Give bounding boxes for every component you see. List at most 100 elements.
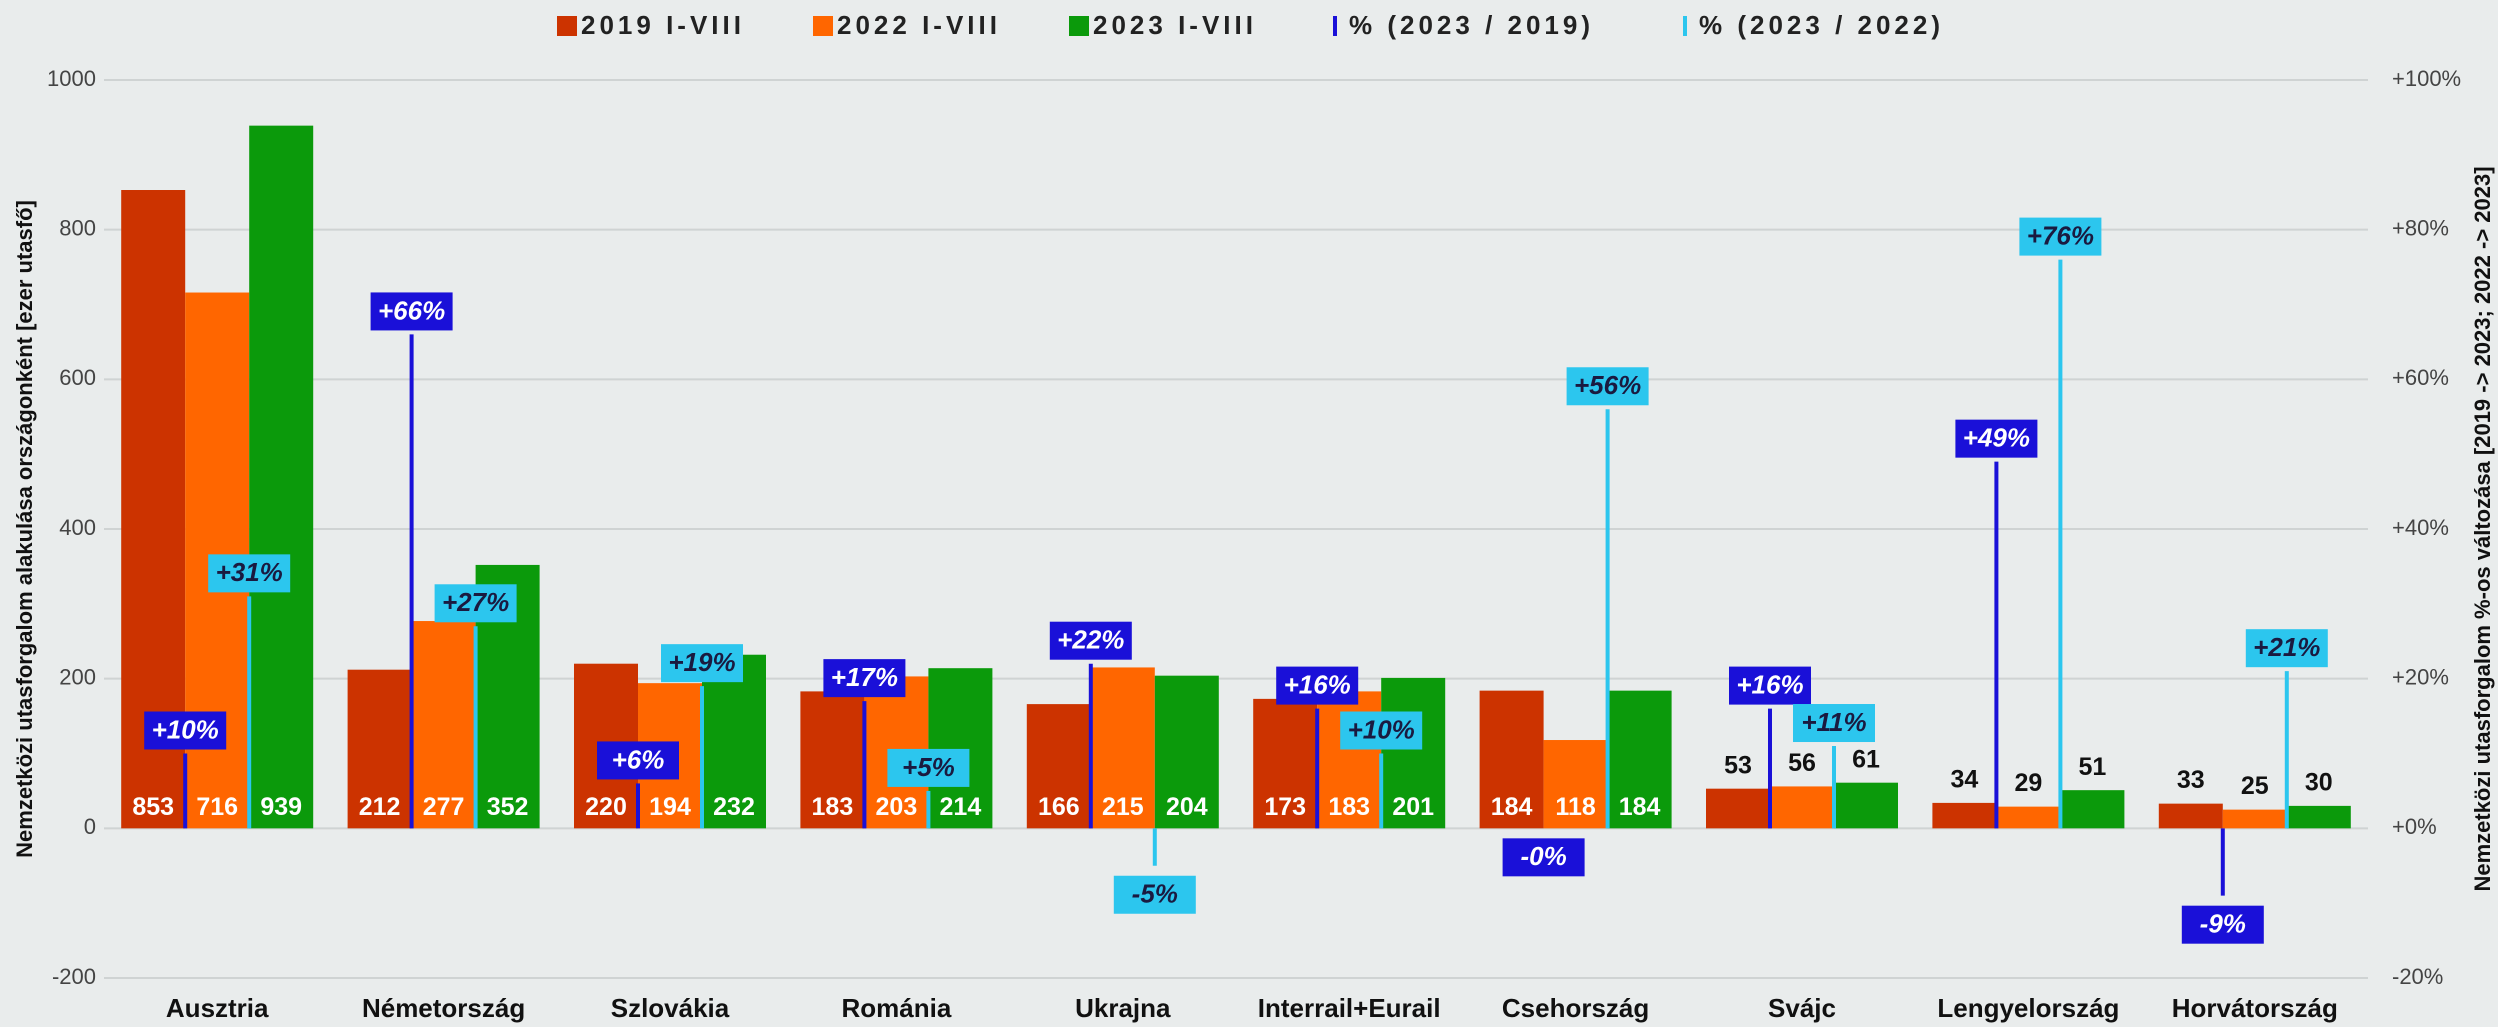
change-label: +17% (831, 662, 898, 692)
bar (347, 669, 412, 829)
bar (2158, 803, 2223, 829)
change-label-box (1276, 666, 1359, 705)
change-label: +6% (612, 744, 665, 774)
bar (1154, 675, 1219, 829)
change-label: +56% (1574, 370, 1641, 400)
bar-value-label: 183 (1328, 793, 1370, 821)
bar (928, 668, 993, 829)
bar-value-label: 33 (2177, 766, 2205, 794)
bar-value-label: 51 (2078, 753, 2106, 781)
change-label: +76% (2027, 220, 2094, 250)
change-label: +16% (1284, 669, 1351, 699)
bar (702, 654, 766, 829)
change-label: +31% (216, 557, 283, 587)
bar-value-label: 853 (132, 793, 174, 821)
y2-tick-label: +80% (2392, 215, 2449, 240)
bar-value-label: 352 (487, 793, 529, 821)
legend-label: 2023 I-VIII (1093, 10, 1257, 40)
bar (1543, 740, 1608, 829)
change-label: +19% (668, 647, 735, 677)
bar-value-label: 61 (1852, 745, 1880, 773)
y-axis-title: Nemzetközi utasforgalom alakulása ország… (12, 200, 37, 858)
change-label: +66% (378, 295, 445, 325)
change-label: -9% (2200, 909, 2246, 939)
change-label-box (144, 711, 227, 750)
bar-value-label: 212 (359, 793, 401, 821)
bar-value-label: 53 (1724, 751, 1752, 779)
bar (249, 125, 314, 829)
y2-tick-label: +100% (2392, 66, 2461, 91)
legend-swatch (1333, 16, 1337, 36)
change-label-box (1793, 704, 1875, 743)
bar-value-label: 204 (1166, 793, 1208, 821)
y-tick-label: 600 (59, 365, 96, 390)
change-label: +11% (1801, 707, 1866, 737)
change-label: +49% (1963, 423, 2030, 453)
bar (1090, 667, 1155, 829)
x-tick-label: Németország (362, 993, 525, 1023)
x-tick-label: Ausztria (166, 993, 269, 1023)
change-label: +27% (442, 587, 509, 617)
bar-value-label: 184 (1619, 793, 1661, 821)
bar-value-label: 201 (1392, 793, 1434, 821)
change-label-box (1955, 419, 2038, 458)
legend-label: % (2023 / 2019) (1349, 10, 1594, 40)
bar (1996, 806, 2061, 829)
bar (1932, 802, 1997, 829)
change-label-box (2181, 905, 2264, 944)
legend-swatch (557, 16, 577, 36)
bar-value-label: 30 (2305, 768, 2333, 796)
x-tick-label: Lengyelország (1937, 993, 2119, 1023)
change-label-box (370, 292, 453, 331)
bar (2060, 790, 2125, 829)
bar-value-label: 56 (1788, 749, 1816, 777)
bar (411, 621, 476, 829)
change-label-box (1340, 711, 1423, 750)
y-tick-label: 400 (59, 515, 96, 540)
change-label-box (823, 659, 906, 698)
bar-value-label: 29 (2014, 769, 2042, 797)
bar-value-label: 173 (1264, 793, 1306, 821)
bar-value-label: 166 (1038, 793, 1080, 821)
bar-value-label: 203 (876, 793, 918, 821)
bar (800, 691, 865, 829)
legend-swatch (813, 16, 833, 36)
y2-tick-label: +20% (2392, 664, 2449, 689)
y2-axis-title: Nemzetközi utasforgalom %-os változása [… (2470, 166, 2495, 891)
bar (1770, 786, 1834, 829)
bar-value-label: 183 (812, 793, 854, 821)
y2-tick-label: +60% (2392, 365, 2449, 390)
bar-value-label: 25 (2241, 772, 2269, 800)
change-label-box (2019, 217, 2102, 256)
legend-label: 2022 I-VIII (837, 10, 1001, 40)
change-label-box (434, 584, 517, 623)
change-label-box (208, 554, 291, 593)
y2-tick-label: -20% (2392, 964, 2443, 989)
x-tick-label: Svájc (1768, 993, 1836, 1023)
bar-value-label: 214 (940, 793, 982, 821)
x-tick-label: Ukrajna (1075, 993, 1171, 1023)
change-label-box (1113, 875, 1196, 914)
x-tick-label: Románia (841, 993, 951, 1023)
legend-label: 2019 I-VIII (581, 10, 745, 40)
change-label: +10% (1348, 714, 1415, 744)
change-label: +10% (152, 714, 219, 744)
bar (2222, 809, 2287, 829)
change-label-box (887, 748, 970, 787)
x-tick-label: Horvátország (2172, 993, 2338, 1023)
bar (2286, 805, 2351, 829)
change-label-box (2245, 629, 2328, 668)
bar-value-label: 194 (649, 793, 691, 821)
change-label: +22% (1057, 625, 1124, 655)
bar (1381, 677, 1446, 829)
change-label-box (1049, 621, 1132, 660)
bar (1706, 788, 1770, 829)
legend-label: % (2023 / 2022) (1699, 10, 1944, 40)
change-label: -0% (1520, 841, 1566, 871)
change-label: +5% (902, 752, 955, 782)
bar-value-label: 215 (1102, 793, 1144, 821)
y-tick-label: -200 (52, 964, 96, 989)
bar-value-label: 220 (585, 793, 627, 821)
y2-tick-label: +0% (2392, 814, 2437, 839)
